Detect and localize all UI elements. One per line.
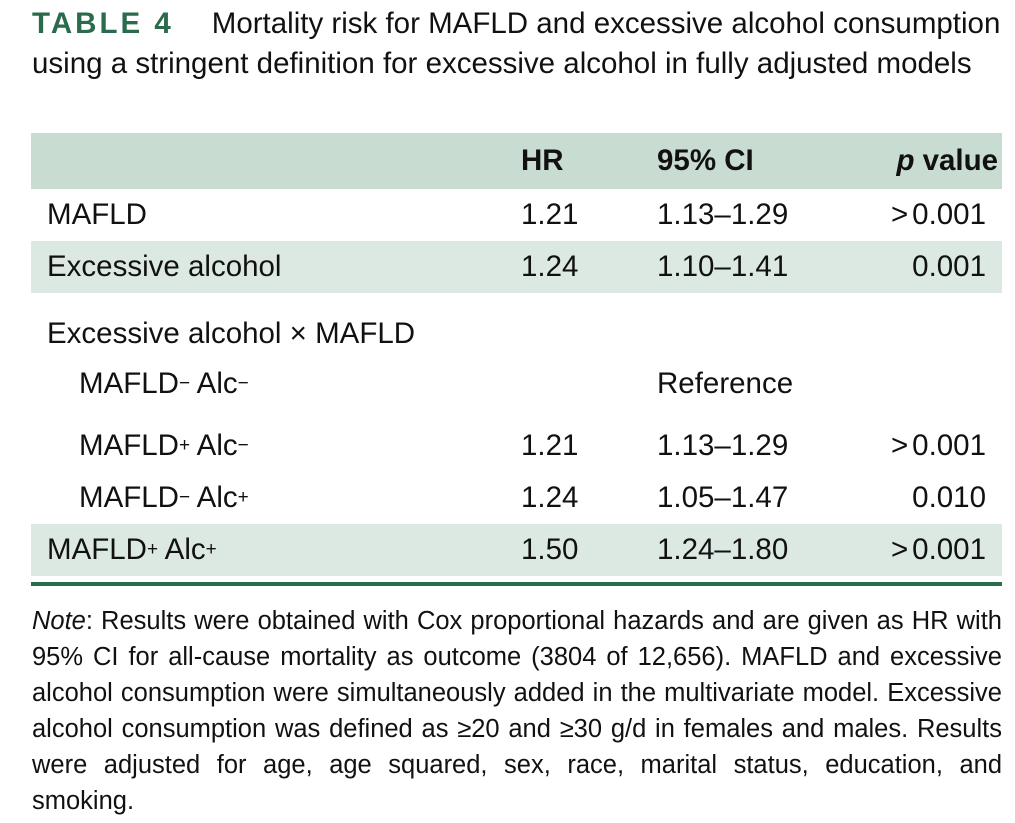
note-text: : Results were obtained with Cox proport… [32, 607, 1002, 815]
row-p: 0.001 [912, 198, 986, 231]
header-p-italic: p [896, 144, 915, 177]
row-label: MAFLD − Alc − [79, 367, 249, 400]
row-label-mafld: MAFLD [47, 533, 147, 566]
row-label: Excessive alcohol [47, 250, 282, 283]
row-hr: 1.50 [521, 533, 579, 566]
row-label-alc: Alc [158, 533, 206, 566]
row-p-value: >0.001 [891, 524, 986, 576]
row-p: 0.001 [912, 533, 986, 566]
header-p-value: p value [897, 133, 998, 189]
row-label-mafld: MAFLD [79, 429, 179, 462]
row-p-value: >0.001 [891, 189, 986, 241]
row-ci: Reference [657, 367, 794, 400]
row-label: Excessive alcohol × MAFLD [47, 316, 416, 350]
table-row: Excessive alcohol 1.24 1.10–1.41 0.001 [31, 241, 1002, 293]
table-title: Mortality risk for MAFLD and excessive a… [32, 7, 1001, 80]
greater-than-sign: > [890, 429, 909, 462]
results-table: HR 95% CI p value MAFLD 1.21 1.13–1.29 >0… [31, 133, 1002, 576]
row-label: MAFLD + Alc − [79, 429, 249, 462]
greater-than-sign: > [890, 198, 909, 231]
header-ci: 95% CI [657, 144, 754, 177]
row-p-value: 0.001 [912, 241, 986, 293]
table-row: Excessive alcohol × MAFLD [31, 293, 1002, 358]
table-note: Note: Results were obtained with Cox pro… [32, 603, 1002, 819]
table-row: MAFLD − Alc + 1.24 1.05–1.47 0.010 [31, 472, 1002, 524]
row-ci: 1.13–1.29 [657, 429, 789, 462]
row-label: MAFLD [47, 198, 147, 231]
row-label-alc: Alc [190, 429, 238, 462]
table-row: MAFLD − Alc − Reference [31, 358, 1002, 410]
table-row: MAFLD 1.21 1.13–1.29 >0.001 [31, 189, 1002, 241]
row-label: MAFLD − Alc + [79, 481, 249, 514]
row-p: 0.010 [912, 481, 986, 514]
row-p-value: >0.001 [891, 420, 986, 472]
row-p: 0.001 [912, 250, 986, 283]
row-hr: 1.21 [521, 198, 579, 231]
table-caption: TABLE 4 Mortality risk for MAFLD and exce… [32, 4, 1007, 84]
note-label: Note [32, 607, 86, 635]
row-p-value: 0.010 [912, 472, 986, 524]
header-hr: HR [521, 144, 564, 177]
row-ci: 1.13–1.29 [657, 198, 789, 231]
row-label-mafld: MAFLD [79, 481, 179, 514]
row-label-mafld: MAFLD [79, 367, 179, 400]
table-row: MAFLD + Alc + 1.50 1.24–1.80 >0.001 [31, 524, 1002, 576]
row-hr: 1.24 [521, 250, 579, 283]
row-p: 0.001 [912, 429, 986, 462]
greater-than-sign: > [890, 533, 909, 566]
row-ci: 1.05–1.47 [657, 481, 789, 514]
row-label: MAFLD + Alc + [47, 533, 217, 566]
row-label-alc: Alc [190, 367, 238, 400]
row-hr: 1.24 [521, 481, 579, 514]
row-label-alc: Alc [190, 481, 238, 514]
row-ci: 1.24–1.80 [657, 533, 789, 566]
table-bottom-rule [31, 582, 1002, 586]
table-label: TABLE 4 [32, 7, 174, 40]
table-header-row: HR 95% CI p value [31, 133, 1002, 189]
header-p-rest: value [922, 144, 998, 177]
table-row: MAFLD + Alc − 1.21 1.13–1.29 >0.001 [31, 420, 1002, 472]
row-hr: 1.21 [521, 429, 579, 462]
row-ci: 1.10–1.41 [657, 250, 789, 283]
